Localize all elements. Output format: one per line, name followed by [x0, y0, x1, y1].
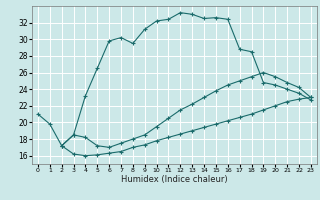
X-axis label: Humidex (Indice chaleur): Humidex (Indice chaleur): [121, 175, 228, 184]
